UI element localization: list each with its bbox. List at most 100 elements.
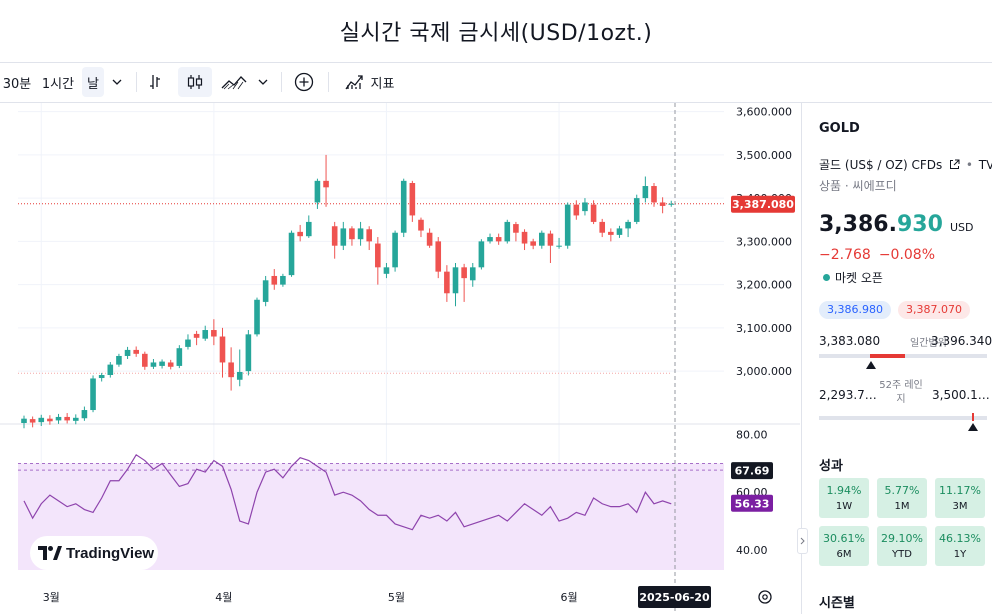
candle[interactable] bbox=[469, 263, 476, 287]
candle[interactable] bbox=[582, 198, 588, 216]
candle[interactable] bbox=[176, 345, 183, 369]
candle[interactable] bbox=[513, 221, 519, 242]
candle[interactable] bbox=[271, 269, 278, 290]
candle[interactable] bbox=[426, 228, 433, 248]
candle[interactable] bbox=[228, 347, 234, 391]
candle[interactable] bbox=[608, 228, 614, 242]
add-compare-icon[interactable] bbox=[290, 67, 318, 97]
candle[interactable] bbox=[418, 217, 424, 238]
candle[interactable] bbox=[392, 230, 398, 272]
interval-day-button[interactable]: 날 bbox=[82, 67, 104, 97]
candle[interactable] bbox=[366, 226, 372, 251]
candle[interactable] bbox=[29, 416, 36, 428]
candle[interactable] bbox=[375, 237, 381, 285]
candle[interactable] bbox=[444, 265, 450, 302]
candle[interactable] bbox=[167, 359, 174, 370]
candle[interactable] bbox=[668, 200, 675, 207]
performance-cell[interactable]: 30.61% 6M bbox=[819, 526, 869, 566]
candle[interactable] bbox=[323, 154, 329, 207]
candle[interactable] bbox=[107, 362, 114, 378]
candle[interactable] bbox=[305, 215, 312, 238]
candle[interactable] bbox=[254, 297, 260, 337]
candle[interactable] bbox=[556, 237, 562, 249]
candle[interactable] bbox=[133, 346, 139, 357]
candle[interactable] bbox=[81, 406, 88, 421]
chevron-down-icon[interactable] bbox=[108, 67, 126, 97]
symbol-name[interactable]: GOLD bbox=[819, 121, 860, 136]
candle[interactable] bbox=[521, 229, 528, 251]
candle[interactable] bbox=[349, 226, 355, 246]
candle[interactable] bbox=[383, 263, 390, 279]
area-style-icon[interactable] bbox=[218, 67, 250, 97]
candle[interactable] bbox=[211, 319, 217, 346]
candle[interactable] bbox=[38, 414, 45, 427]
tradingview-logo[interactable]: TradingView bbox=[30, 536, 158, 570]
candle[interactable] bbox=[142, 351, 148, 370]
external-link-icon[interactable] bbox=[949, 159, 960, 170]
candle[interactable] bbox=[90, 375, 96, 413]
candle[interactable] bbox=[530, 238, 536, 250]
candle[interactable] bbox=[409, 180, 416, 222]
candle[interactable] bbox=[193, 330, 200, 346]
candle[interactable] bbox=[633, 194, 640, 225]
performance-cell[interactable]: 1.94% 1W bbox=[819, 478, 869, 518]
candle-style-icon[interactable] bbox=[178, 67, 212, 97]
performance-cell[interactable]: 46.13% 1Y bbox=[935, 526, 985, 566]
candle[interactable] bbox=[400, 178, 407, 238]
candle[interactable] bbox=[564, 202, 571, 249]
candle[interactable] bbox=[616, 225, 623, 238]
candle[interactable] bbox=[116, 353, 122, 367]
candle[interactable] bbox=[495, 233, 502, 245]
candle[interactable] bbox=[340, 221, 347, 251]
performance-cell[interactable]: 11.17% 3M bbox=[935, 478, 985, 518]
candle[interactable] bbox=[64, 413, 70, 424]
candle[interactable] bbox=[185, 334, 191, 350]
bar-style-icon[interactable] bbox=[145, 67, 169, 97]
candle[interactable] bbox=[98, 372, 105, 382]
candle[interactable] bbox=[262, 275, 269, 307]
candle[interactable] bbox=[487, 233, 493, 244]
candle[interactable] bbox=[461, 263, 467, 302]
performance-cell[interactable]: 29.10% YTD bbox=[877, 526, 927, 566]
candle[interactable] bbox=[478, 239, 485, 270]
candle[interactable] bbox=[651, 183, 657, 207]
candle[interactable] bbox=[236, 349, 243, 387]
candle[interactable] bbox=[124, 346, 131, 359]
candle[interactable] bbox=[150, 359, 157, 369]
chart-pane[interactable]: 3,600.0003,500.0003,400.0003,300.0003,20… bbox=[0, 103, 800, 614]
candle[interactable] bbox=[21, 415, 27, 429]
candle[interactable] bbox=[55, 413, 62, 424]
candle-body bbox=[461, 267, 467, 279]
chevron-right-icon[interactable] bbox=[797, 528, 808, 554]
candle[interactable] bbox=[47, 415, 53, 425]
candle[interactable] bbox=[331, 221, 338, 259]
candle[interactable] bbox=[219, 327, 226, 378]
candle[interactable] bbox=[573, 200, 580, 220]
candle[interactable] bbox=[288, 230, 295, 277]
candle[interactable] bbox=[504, 219, 511, 244]
candle[interactable] bbox=[245, 330, 252, 376]
candle[interactable] bbox=[539, 230, 545, 249]
candlestick-chart[interactable]: 3,600.0003,500.0003,400.0003,300.0003,20… bbox=[0, 103, 800, 614]
candle[interactable] bbox=[599, 218, 606, 238]
indicators-button[interactable]: 지표 bbox=[338, 67, 400, 97]
interval-1h-button[interactable]: 1시간 bbox=[41, 76, 75, 92]
chevron-down-icon[interactable] bbox=[254, 67, 272, 97]
candle[interactable] bbox=[625, 219, 631, 238]
candle[interactable] bbox=[280, 273, 286, 287]
interval-30m-button[interactable]: 30분 bbox=[2, 76, 32, 92]
candle[interactable] bbox=[590, 200, 597, 225]
candle[interactable] bbox=[547, 230, 554, 263]
performance-cell[interactable]: 5.77% 1M bbox=[877, 478, 927, 518]
candle[interactable] bbox=[314, 178, 321, 209]
candle[interactable] bbox=[659, 197, 666, 214]
candle[interactable] bbox=[202, 325, 209, 341]
candle[interactable] bbox=[357, 221, 364, 246]
candle[interactable] bbox=[435, 237, 442, 279]
candle[interactable] bbox=[297, 224, 303, 242]
candle[interactable] bbox=[72, 414, 79, 425]
settings-icon[interactable] bbox=[758, 590, 772, 604]
candle[interactable] bbox=[452, 263, 459, 307]
candle[interactable] bbox=[159, 359, 165, 369]
candle[interactable] bbox=[642, 176, 649, 203]
